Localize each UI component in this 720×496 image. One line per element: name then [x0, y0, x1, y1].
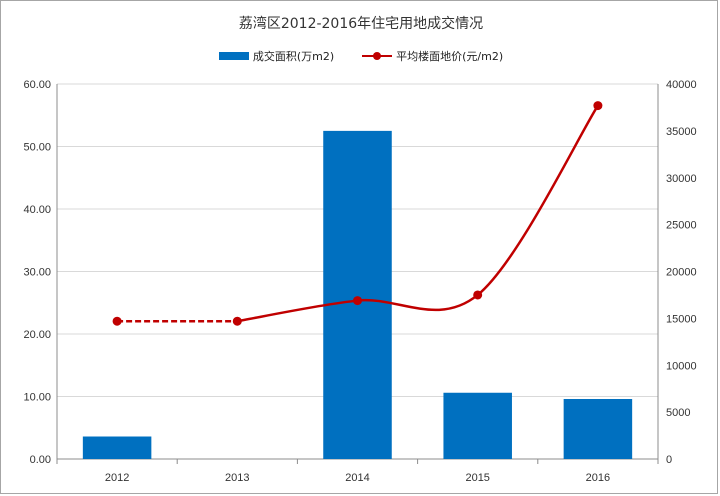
y-right-tick-label: 10000	[666, 360, 697, 372]
y-right-tick-label: 20000	[666, 267, 697, 279]
y-right-tick-label: 35000	[666, 126, 697, 138]
line-point	[593, 101, 603, 111]
x-tick-label: 2013	[225, 472, 249, 484]
legend-item-price: 平均楼面地价(元/m2)	[362, 48, 503, 64]
legend-label-area: 成交面积(万m2)	[252, 50, 335, 63]
y-left-tick-label: 30.00	[23, 267, 51, 279]
y-right-tick-label: 40000	[666, 79, 697, 91]
bar	[563, 399, 633, 459]
chart-legend: 成交面积(万m2) 平均楼面地价(元/m2)	[1, 47, 720, 65]
y-left-tick-label: 20.00	[23, 329, 51, 341]
legend-swatch-bar	[218, 52, 249, 60]
line-point	[112, 316, 122, 326]
y-left-tick-label: 50.00	[23, 142, 51, 154]
y-left-tick-label: 10.00	[23, 392, 51, 404]
x-tick-label: 2015	[465, 472, 489, 484]
y-right-tick-label: 15000	[666, 313, 697, 325]
bar	[443, 392, 512, 459]
line-series-curve	[237, 104, 599, 323]
y-right-tick-label: 0	[666, 454, 672, 466]
y-right-tick-label: 30000	[666, 173, 697, 185]
legend-item-area: 成交面积(万m2)	[218, 48, 335, 64]
legend-swatch-line	[362, 50, 393, 62]
y-left-tick-label: 40.00	[23, 204, 51, 216]
x-tick-label: 2016	[586, 472, 610, 484]
y-right-tick-label: 25000	[666, 220, 697, 232]
y-right-tick-label: 5000	[666, 407, 690, 419]
x-tick-label: 2014	[345, 472, 369, 484]
y-left-tick-label: 60.00	[23, 79, 51, 91]
legend-label-price: 平均楼面地价(元/m2)	[396, 50, 504, 63]
x-tick-label: 2012	[105, 472, 129, 484]
line-point	[473, 290, 483, 300]
y-left-tick-label: 0.00	[30, 454, 51, 466]
bar	[82, 436, 152, 459]
line-point	[232, 316, 242, 326]
bar	[323, 130, 392, 459]
line-point	[353, 296, 362, 306]
chart-title: 荔湾区2012-2016年住宅用地成交情况	[238, 16, 484, 32]
